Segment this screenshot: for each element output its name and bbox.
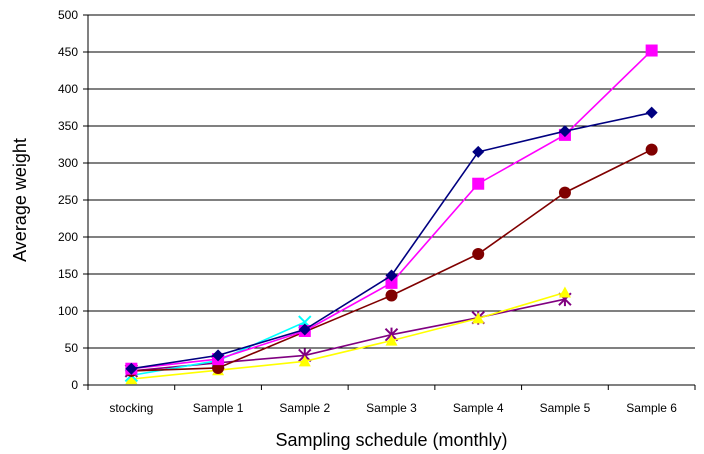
x-tick-label: Sample 6 bbox=[626, 401, 677, 415]
y-tick-label: 200 bbox=[58, 230, 78, 244]
data-point bbox=[472, 177, 485, 190]
series-line bbox=[131, 298, 566, 372]
x-tick-label: stocking bbox=[109, 401, 153, 415]
y-tick-label: 50 bbox=[65, 341, 79, 355]
x-tick-labels: stocking Sample 1 Sample 2 Sample 3 Sample 4… bbox=[87, 385, 696, 415]
y-tick-label: 300 bbox=[58, 156, 78, 170]
y-axis-title: Average weight bbox=[10, 138, 30, 262]
series-line bbox=[131, 49, 653, 370]
data-point bbox=[385, 269, 398, 282]
y-tick-labels: 0 50 100 150 200 250 300 350 400 450 500 bbox=[58, 8, 88, 392]
data-point bbox=[125, 362, 138, 375]
data-point bbox=[558, 286, 571, 298]
y-tick-label: 500 bbox=[58, 8, 78, 22]
series-2 bbox=[125, 44, 658, 375]
x-tick-label: Sample 3 bbox=[366, 401, 417, 415]
data-point bbox=[212, 349, 225, 362]
x-tick-label: Sample 2 bbox=[279, 401, 330, 415]
data-point bbox=[385, 334, 398, 346]
x-tick-label: Sample 4 bbox=[453, 401, 504, 415]
x-axis-title: Sampling schedule (monthly) bbox=[275, 430, 507, 450]
series-line bbox=[131, 148, 652, 372]
data-point bbox=[645, 143, 658, 156]
y-tick-label: 100 bbox=[58, 304, 78, 318]
y-tick-label: 350 bbox=[58, 119, 78, 133]
y-tick-label: 250 bbox=[58, 193, 78, 207]
data-point bbox=[472, 248, 485, 261]
x-tick-label: Sample 5 bbox=[540, 401, 591, 415]
y-tick-label: 400 bbox=[58, 82, 78, 96]
data-point bbox=[645, 44, 658, 57]
data-point bbox=[558, 125, 571, 138]
data-point bbox=[385, 276, 398, 289]
gridlines bbox=[88, 14, 695, 349]
data-point bbox=[298, 323, 311, 336]
y-tick-label: 0 bbox=[71, 378, 78, 392]
y-tick-label: 450 bbox=[58, 45, 78, 59]
data-point bbox=[558, 186, 571, 199]
y-tick-label: 150 bbox=[58, 267, 78, 281]
data-point bbox=[125, 373, 138, 385]
series-1 bbox=[125, 106, 658, 375]
series-line bbox=[131, 291, 566, 380]
series-layer bbox=[124, 44, 658, 385]
data-point bbox=[472, 312, 485, 324]
data-point bbox=[472, 145, 485, 158]
data-point bbox=[645, 106, 658, 119]
data-point bbox=[385, 289, 398, 302]
data-point bbox=[298, 355, 311, 367]
x-tick-label: Sample 1 bbox=[193, 401, 244, 415]
